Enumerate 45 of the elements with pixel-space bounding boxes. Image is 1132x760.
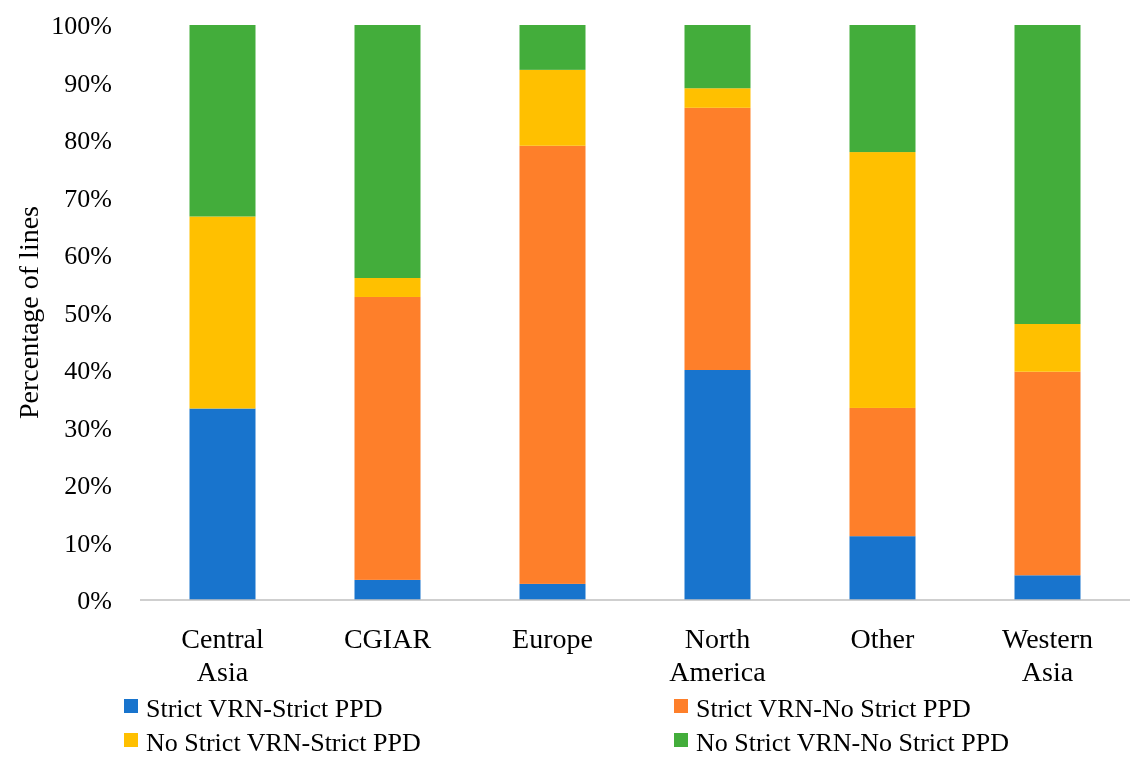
- y-tick-label: 60%: [64, 241, 112, 271]
- bar: [354, 278, 421, 297]
- bar: [684, 370, 751, 600]
- legend-label: Strict VRN-No Strict PPD: [696, 694, 971, 724]
- bar: [684, 88, 751, 108]
- bar: [189, 216, 256, 409]
- bar: [189, 408, 256, 600]
- x-tick-label: Other: [850, 623, 916, 654]
- bar: [1014, 324, 1081, 372]
- x-tick-label: CGIAR: [343, 623, 432, 654]
- bar: [849, 536, 916, 600]
- x-tick-label: Europe: [512, 623, 593, 654]
- y-tick-label: 100%: [51, 11, 112, 41]
- bar: [849, 407, 916, 537]
- bar: [1014, 575, 1081, 600]
- y-tick-label: 10%: [64, 528, 112, 558]
- y-tick-label: 30%: [64, 413, 112, 443]
- bar: [1014, 371, 1081, 576]
- y-tick-label: 70%: [64, 183, 112, 213]
- y-tick-label: 20%: [64, 471, 112, 501]
- bar: [354, 579, 421, 600]
- bar: [849, 152, 916, 408]
- y-tick-label: 50%: [64, 298, 112, 328]
- y-tick-label: 40%: [64, 356, 112, 386]
- x-tick-label: North America: [669, 623, 767, 687]
- bar: [684, 107, 751, 370]
- bar: [189, 25, 256, 217]
- legend-label: Strict VRN-Strict PPD: [146, 694, 383, 724]
- x-tick-label: Western Asia: [1001, 623, 1094, 687]
- legend-label: No Strict VRN-No Strict PPD: [696, 728, 1009, 758]
- legend-label: No Strict VRN-Strict PPD: [146, 728, 421, 758]
- bar: [1014, 25, 1081, 324]
- bar: [684, 25, 751, 89]
- bar: [519, 145, 586, 584]
- bar: [519, 583, 586, 600]
- bar: [354, 296, 421, 580]
- y-tick-label: 80%: [64, 126, 112, 156]
- bar: [849, 25, 916, 153]
- y-tick-label: 90%: [64, 68, 112, 98]
- y-axis-title: Percentage of lines: [13, 205, 44, 420]
- bar: [354, 25, 421, 278]
- bar: [519, 69, 586, 146]
- bar: [519, 25, 586, 70]
- x-tick-label: Central Asia: [181, 623, 264, 687]
- y-tick-label: 0%: [77, 586, 112, 616]
